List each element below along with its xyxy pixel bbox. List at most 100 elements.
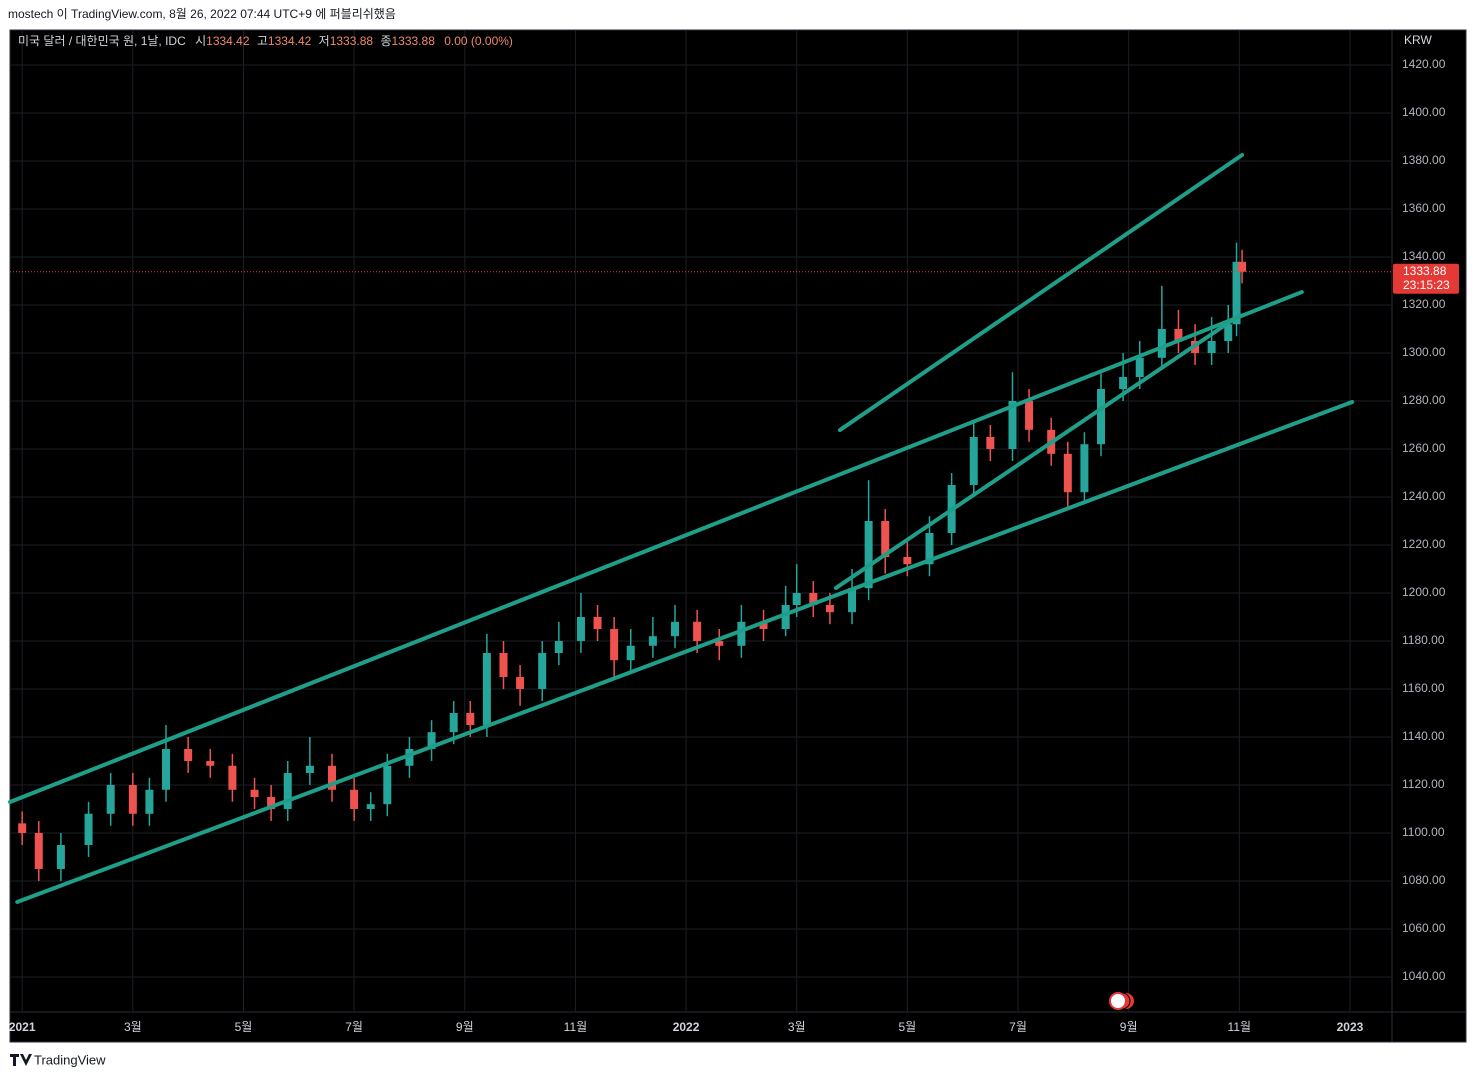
countdown-label: 23:15:23 bbox=[1403, 278, 1450, 292]
x-tick-label: 3월 bbox=[788, 1020, 806, 1034]
open-label: 시 bbox=[195, 34, 206, 48]
candle-body bbox=[1224, 324, 1233, 342]
trendline bbox=[833, 313, 1242, 590]
candle-body bbox=[516, 676, 525, 689]
y-tick-label: 1120.00 bbox=[1402, 777, 1445, 791]
x-tick-label: 9월 bbox=[1120, 1020, 1138, 1034]
marks bbox=[8, 153, 1392, 904]
y-tick-label: 1180.00 bbox=[1402, 633, 1445, 647]
high-value: 1334.42 bbox=[268, 34, 312, 48]
candle-body bbox=[267, 796, 276, 809]
x-tick-label: 11월 bbox=[1228, 1020, 1252, 1034]
candle-body bbox=[1207, 341, 1216, 354]
candle-body bbox=[986, 437, 995, 450]
candle-body bbox=[626, 645, 635, 661]
candle-body bbox=[56, 844, 65, 869]
close-label: 종 bbox=[380, 34, 391, 48]
event-icon bbox=[1109, 992, 1134, 1010]
y-tick-label: 1320.00 bbox=[1402, 297, 1446, 311]
candle-body bbox=[34, 832, 43, 869]
change-value: 0.00 (0.00%) bbox=[444, 34, 513, 48]
candle-body bbox=[648, 636, 657, 646]
low-value: 1333.88 bbox=[330, 34, 374, 48]
y-tick-label: 1260.00 bbox=[1402, 441, 1446, 455]
candle-body bbox=[848, 588, 857, 613]
y-tick-label: 1140.00 bbox=[1402, 729, 1445, 743]
event-flag bbox=[1109, 992, 1127, 1010]
y-tick-label: 1100.00 bbox=[1402, 825, 1445, 839]
y-tick-label: 1300.00 bbox=[1402, 345, 1446, 359]
chart-bg bbox=[9, 29, 1467, 1043]
candle-body bbox=[1135, 357, 1144, 378]
candle-body bbox=[84, 813, 93, 845]
trendline bbox=[837, 153, 1245, 433]
candle-body bbox=[1008, 401, 1017, 450]
trendline bbox=[15, 399, 1355, 904]
candle-body bbox=[305, 765, 314, 773]
y-tick-label: 1060.00 bbox=[1402, 921, 1446, 935]
y-tick-label: 1380.00 bbox=[1402, 153, 1446, 167]
candle-body bbox=[228, 765, 237, 790]
candle-body bbox=[670, 621, 679, 637]
close-value: 1333.88 bbox=[391, 34, 435, 48]
candle-body bbox=[427, 732, 436, 749]
candle-body bbox=[809, 592, 818, 605]
candle-body bbox=[405, 748, 414, 766]
candle-body bbox=[499, 652, 508, 677]
legend: 미국 달러 / 대한민국 원, 1날, IDC 시1334.42 고1334.4… bbox=[18, 34, 513, 48]
symbol: 미국 달러 / 대한민국 원, 1날, IDC bbox=[18, 34, 186, 48]
candle-body bbox=[781, 604, 790, 629]
low-label: 저 bbox=[319, 34, 330, 48]
x-tick-label: 7월 bbox=[345, 1020, 363, 1034]
x-tick-label: 7월 bbox=[1009, 1020, 1027, 1034]
x-tick-label: 3월 bbox=[124, 1020, 142, 1034]
x-tick-label: 11월 bbox=[564, 1020, 588, 1034]
candle-body bbox=[1157, 329, 1166, 358]
last-price-label: 1333.88 bbox=[1403, 264, 1447, 278]
publish-header: mostech 이 TradingView.com, 8월 26, 2022 0… bbox=[8, 7, 396, 21]
candle-body bbox=[350, 789, 359, 809]
y-tick-label: 1040.00 bbox=[1402, 969, 1446, 983]
x-tick-label: 2022 bbox=[673, 1020, 700, 1034]
candle-body bbox=[145, 789, 154, 814]
candle-body bbox=[969, 437, 978, 486]
candle-body bbox=[283, 772, 292, 809]
y-tick-label: 1200.00 bbox=[1402, 585, 1446, 599]
candle-body bbox=[1232, 261, 1241, 325]
trendline bbox=[8, 290, 1304, 805]
candle-body bbox=[449, 712, 458, 733]
labels: 1040.00 1060.00 1080.00 1100.00 1120.00 1140.… bbox=[9, 57, 1459, 1034]
candle-body bbox=[554, 640, 563, 653]
candle-body bbox=[1238, 261, 1247, 272]
candle-body bbox=[366, 804, 375, 809]
candle-body bbox=[206, 760, 215, 766]
candle-body bbox=[538, 652, 547, 689]
footer-brand: TradingView bbox=[34, 1052, 106, 1067]
candle-body bbox=[610, 628, 619, 661]
x-tick-label: 5월 bbox=[235, 1020, 253, 1034]
y-tick-label: 1160.00 bbox=[1402, 681, 1445, 695]
candle-body bbox=[903, 556, 912, 565]
x-tick-label: 2023 bbox=[1337, 1020, 1364, 1034]
candle-body bbox=[1080, 444, 1089, 493]
candle-body bbox=[1096, 389, 1105, 445]
candle-body bbox=[576, 616, 585, 641]
candle-body bbox=[792, 592, 801, 605]
candle-body bbox=[466, 712, 475, 725]
open-value: 1334.42 bbox=[206, 34, 250, 48]
candle-body bbox=[881, 521, 890, 557]
candle-body bbox=[162, 748, 171, 790]
candle-body bbox=[864, 521, 873, 589]
candle-body bbox=[1063, 453, 1072, 493]
candle-body bbox=[759, 621, 768, 629]
candle-body bbox=[693, 621, 702, 641]
currency-label: KRW bbox=[1404, 33, 1432, 47]
y-tick-label: 1420.00 bbox=[1402, 57, 1446, 71]
candle-body bbox=[184, 748, 193, 761]
candle-body bbox=[128, 784, 137, 814]
candle-body bbox=[1119, 377, 1128, 390]
candle-body bbox=[737, 621, 746, 646]
y-tick-label: 1360.00 bbox=[1402, 201, 1446, 215]
y-tick-label: 1240.00 bbox=[1402, 489, 1446, 503]
